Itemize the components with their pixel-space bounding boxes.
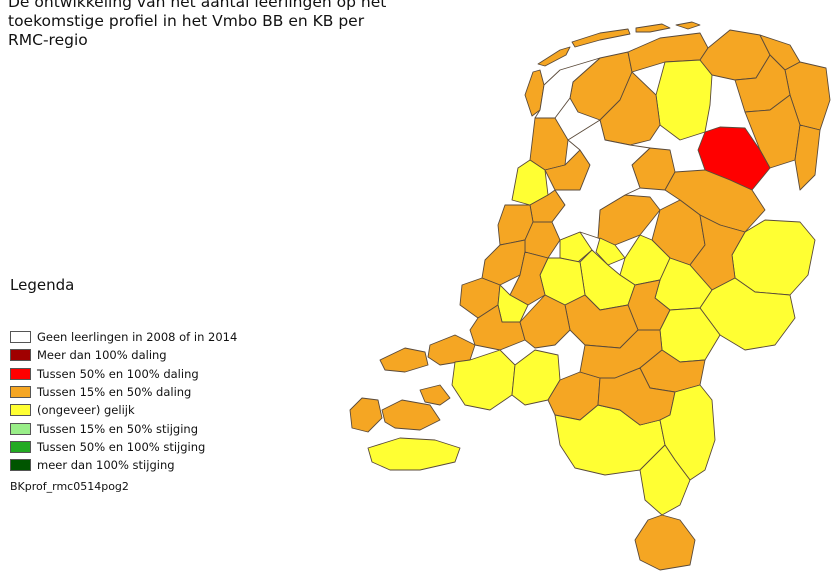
region-nh-north bbox=[529, 117, 569, 171]
title-line-1: De ontwikkeling van het aantal leerlinge… bbox=[8, 0, 387, 11]
region-zeeuws-vlaanderen bbox=[367, 437, 461, 471]
legend-item-strong-increase: meer dan 100% stijging bbox=[10, 456, 237, 474]
legend-heading: Legenda bbox=[10, 276, 75, 294]
title-line-2: toekomstige profiel in het Vmbo BB en KB… bbox=[8, 12, 365, 30]
legend-label: Meer dan 100% daling bbox=[37, 348, 167, 363]
region-friesland-central bbox=[655, 59, 713, 141]
waddenzee bbox=[534, 57, 601, 119]
region-midden-limburg bbox=[639, 444, 691, 516]
legend-swatch bbox=[10, 422, 31, 435]
legend-label: Tussen 15% en 50% stijging bbox=[37, 421, 198, 436]
region-walcheren bbox=[349, 397, 383, 433]
legend-swatch bbox=[10, 349, 31, 362]
island-terschelling bbox=[571, 28, 631, 48]
legend-item-strong-decline: Meer dan 100% daling bbox=[10, 346, 237, 364]
legend-item-decline-50-100: Tussen 50% en 100% daling bbox=[10, 365, 237, 383]
legend-swatch bbox=[10, 331, 31, 344]
island-vlieland bbox=[537, 46, 571, 67]
region-achterhoek bbox=[699, 277, 796, 351]
legend-swatch bbox=[10, 440, 31, 453]
region-zuid-limburg bbox=[634, 514, 696, 571]
region-beveland bbox=[381, 399, 441, 431]
legend-item-decline-15-50: Tussen 15% en 50% daling bbox=[10, 383, 237, 401]
legend-item-equal: (ongeveer) gelijk bbox=[10, 401, 237, 419]
legend-swatch bbox=[10, 386, 31, 399]
region-drechtsteden bbox=[519, 294, 571, 349]
region-noord-limburg bbox=[659, 384, 716, 481]
ijsselmeer bbox=[551, 119, 651, 241]
region-drenthe-east bbox=[794, 124, 821, 191]
legend-swatch bbox=[10, 459, 31, 472]
legend-item-none: Geen leerlingen in 2008 of in 2014 bbox=[10, 328, 237, 346]
legend-item-increase-50-100: Tussen 50% en 100% stijging bbox=[10, 438, 237, 456]
legend-label: (ongeveer) gelijk bbox=[37, 403, 135, 418]
legend-item-increase-15-50: Tussen 15% en 50% stijging bbox=[10, 419, 237, 437]
legend-label: Tussen 50% en 100% stijging bbox=[37, 439, 206, 454]
legend: Geen leerlingen in 2008 of in 2014 Meer … bbox=[10, 328, 237, 493]
region-tholen bbox=[419, 384, 451, 406]
legend-label: Geen leerlingen in 2008 of in 2014 bbox=[37, 330, 238, 345]
legend-label: Tussen 50% en 100% daling bbox=[37, 366, 199, 381]
legend-code: BKprof_rmc0514pog2 bbox=[10, 480, 129, 494]
region-almere bbox=[595, 237, 626, 266]
title-line-3: RMC-regio bbox=[8, 31, 88, 49]
region-breda bbox=[511, 349, 561, 406]
legend-swatch bbox=[10, 367, 31, 380]
legend-label: meer dan 100% stijging bbox=[37, 458, 175, 473]
region-schouwen bbox=[379, 347, 429, 373]
map-title: De ontwikkeling van het aantal leerlinge… bbox=[8, 0, 408, 50]
legend-swatch bbox=[10, 404, 31, 417]
legend-label: Tussen 15% en 50% daling bbox=[37, 385, 192, 400]
island-ameland bbox=[635, 23, 671, 33]
island-schiermonnikoog bbox=[675, 21, 701, 30]
